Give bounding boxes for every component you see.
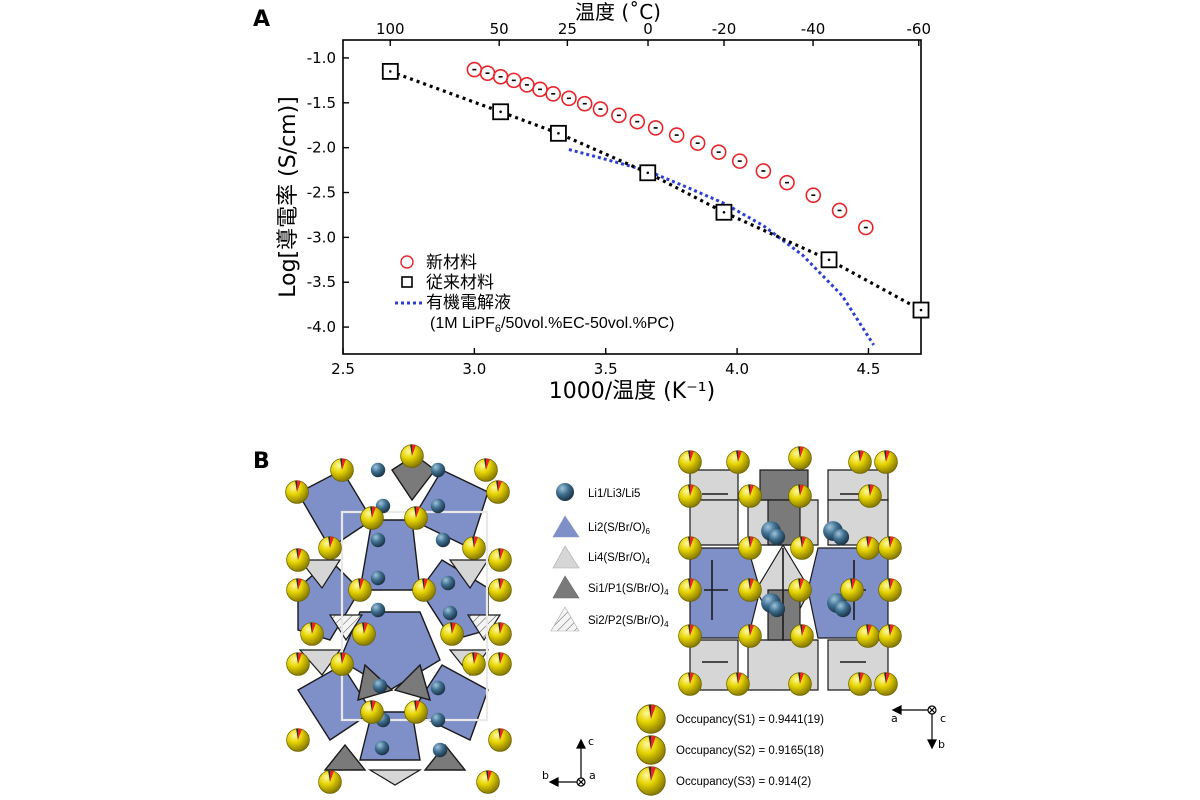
- legend-sublabel-organic: (1M LiPF6/50vol.%EC-50vol.%PC): [430, 315, 674, 335]
- legend-marker-new: [400, 255, 414, 269]
- panel-a-label: A: [253, 7, 270, 32]
- legend-label-organic: 有機電解液: [426, 293, 511, 312]
- sulfur-ball-icon: [636, 766, 666, 796]
- new-material-point: [779, 174, 795, 191]
- legend-si2-icon: [550, 606, 580, 632]
- axis-b-label-left: b: [542, 769, 549, 782]
- new-material-point: [689, 135, 706, 151]
- new-material-point: [561, 90, 577, 107]
- x-tick-label: 3.5: [594, 360, 618, 378]
- new-material-point: [710, 144, 727, 160]
- legend-si1-icon: [552, 575, 580, 599]
- conventional-material-point-dot: [557, 132, 560, 135]
- y-tick-label: -2.0: [307, 139, 336, 157]
- y-tick-label: -3.0: [307, 228, 336, 246]
- chart-legend: 新材料 従来材料 有機電解液 (1M LiPF6/50vol.%EC-50vol…: [395, 253, 674, 335]
- sulfur-ball-icon: [636, 735, 666, 765]
- conventional-material-point-dot: [827, 258, 831, 262]
- crystal-structure-left: [285, 444, 512, 794]
- y-tick-label: -4.0: [307, 318, 336, 336]
- legend-li2-icon: [552, 515, 580, 538]
- panel-b-label: B: [253, 449, 270, 474]
- axes-indicator-left: [548, 738, 586, 787]
- legend-marker-old: [401, 276, 413, 288]
- crystal-structure-right: [678, 446, 902, 696]
- sulfur-ball-icon: [636, 704, 666, 734]
- legend-label-new: 新材料: [426, 253, 477, 272]
- x-tick-label: 4.5: [857, 360, 881, 378]
- top-tick-label: 100: [376, 20, 405, 38]
- legend-text-si2: Si2/P2(S/Br/O)4: [588, 615, 669, 629]
- occupancy-legend: Occupancy(S1) = 0.9441(19) Occupancy(S2)…: [636, 704, 824, 796]
- occupancy-s2: Occupancy(S2) = 0.9165(18): [676, 745, 824, 757]
- top-tick-label: 0: [643, 20, 653, 38]
- x-tick-label: 3.0: [462, 360, 486, 378]
- new-material-point: [831, 202, 848, 219]
- new-material-point: [755, 163, 772, 179]
- plot-frame: [342, 39, 922, 355]
- y-axis-label: Log[導電率 (S/cm)]: [276, 96, 301, 298]
- new-material-point: [668, 127, 685, 143]
- legend-text-li2: Li2(S/Br/O)6: [588, 522, 651, 536]
- axis-a-label-left: a: [589, 769, 596, 782]
- conventional-material-point-dot: [722, 210, 726, 214]
- y-axis-ticks: -1.0 -1.5 -2.0 -2.5 -3.0 -3.5 -4.0: [307, 49, 349, 336]
- y-tick-label: -3.5: [307, 273, 336, 291]
- new-material-point: [731, 153, 748, 169]
- top-tick-label: -40: [801, 20, 826, 38]
- new-material-point: [576, 95, 593, 112]
- series-layer: [381, 61, 930, 346]
- top-axis-label: 温度 (˚C): [575, 0, 661, 24]
- x-tick-label: 4.0: [725, 360, 749, 378]
- conventional-material-point-dot: [919, 308, 923, 312]
- new-material-point: [805, 187, 822, 204]
- new-material-point: [611, 107, 627, 124]
- x-axis-ticks: 2.5 3.0 3.5 4.0 4.5: [331, 348, 880, 378]
- new-material-point: [629, 113, 646, 130]
- legend-text-li1: Li1/Li3/Li5: [588, 488, 640, 500]
- new-material-point: [592, 101, 609, 117]
- top-tick-label: -20: [712, 20, 737, 38]
- conductivity-chart: 2.5 3.0 3.5 4.0 4.5 -1.0 -1.5 -2.0 -2.5 -3.0 -3.5…: [276, 0, 931, 404]
- top-tick-label: 50: [490, 20, 509, 38]
- axis-c-label-right: c: [940, 712, 946, 725]
- new-material-point: [545, 86, 561, 102]
- y-tick-label: -1.5: [307, 94, 336, 112]
- top-tick-label: -60: [907, 20, 932, 38]
- occupancy-s1: Occupancy(S1) = 0.9441(19): [676, 714, 824, 726]
- x-axis-label: 1000/温度 (K⁻¹): [549, 379, 715, 404]
- axes-indicator-right: [891, 705, 937, 750]
- structure-legend: Li1/Li3/Li5 Li2(S/Br/O)6 Li4(S/Br/O)4 Si…: [550, 483, 669, 632]
- legend-li4-icon: [552, 545, 580, 569]
- legend-text-si1: Si1/P1(S/Br/O)4: [588, 583, 669, 597]
- occupancy-s3: Occupancy(S3) = 0.914(2): [676, 776, 811, 788]
- new-material-point: [647, 120, 664, 136]
- axis-c-label-left: c: [588, 735, 594, 748]
- x-tick-label: 2.5: [331, 360, 355, 378]
- top-axis-ticks: 100 50 25 0 -20 -40 -60: [376, 20, 931, 46]
- conventional-material-point-dot: [646, 171, 650, 175]
- legend-sphere-icon: [556, 483, 574, 501]
- legend-label-old: 従来材料: [426, 273, 494, 292]
- legend-text-li4: Li4(S/Br/O)4: [588, 552, 651, 566]
- organic-electrolyte-line: [568, 148, 875, 346]
- conventional-material-point-dot: [388, 70, 392, 73]
- conventional-material-point-dot: [499, 110, 502, 114]
- new-material-point: [858, 219, 874, 236]
- axis-a-label-right: a: [891, 712, 898, 725]
- y-tick-label: -1.0: [307, 49, 336, 67]
- top-tick-label: 25: [558, 20, 577, 38]
- axis-b-label-right: b: [938, 738, 945, 751]
- y-tick-label: -2.5: [307, 184, 336, 202]
